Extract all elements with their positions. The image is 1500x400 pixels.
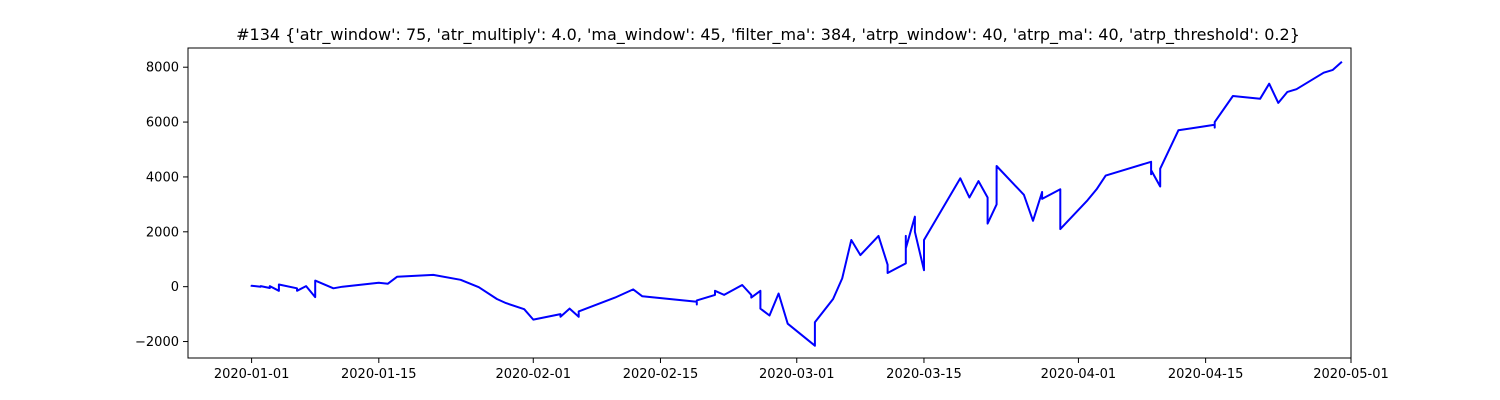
y-tick-label: 2000 — [146, 225, 179, 240]
x-axis: 2020-01-01 2020-01-15 2020-02-01 2020-02-15… — [214, 358, 1389, 382]
series-line-0 — [250, 60, 1343, 347]
x-tick-label: 2020-04-15 — [1168, 367, 1244, 382]
x-tick-label: 2020-01-15 — [341, 367, 417, 382]
x-tick-label: 2020-04-01 — [1041, 367, 1117, 382]
y-tick-label: 8000 — [146, 61, 179, 76]
axes-frame — [187, 47, 1352, 359]
y-tick-label: 4000 — [146, 170, 179, 185]
y-axis: −2000 0 2000 4000 6000 8000 — [135, 61, 188, 350]
y-tick-label: 0 — [171, 280, 179, 295]
x-tick-label: 2020-03-01 — [759, 367, 835, 382]
x-tick-label: 2020-03-15 — [886, 367, 962, 382]
chart-title: #134 {'atr_window': 75, 'atr_multiply': … — [236, 25, 1300, 45]
x-tick-label: 2020-02-01 — [495, 367, 571, 382]
y-tick-label: 6000 — [146, 116, 179, 131]
x-tick-label: 2020-05-01 — [1313, 367, 1389, 382]
x-tick-label: 2020-02-15 — [623, 367, 699, 382]
plot-area — [250, 60, 1343, 347]
y-tick-label: −2000 — [135, 335, 179, 350]
x-tick-label: 2020-01-01 — [214, 367, 290, 382]
